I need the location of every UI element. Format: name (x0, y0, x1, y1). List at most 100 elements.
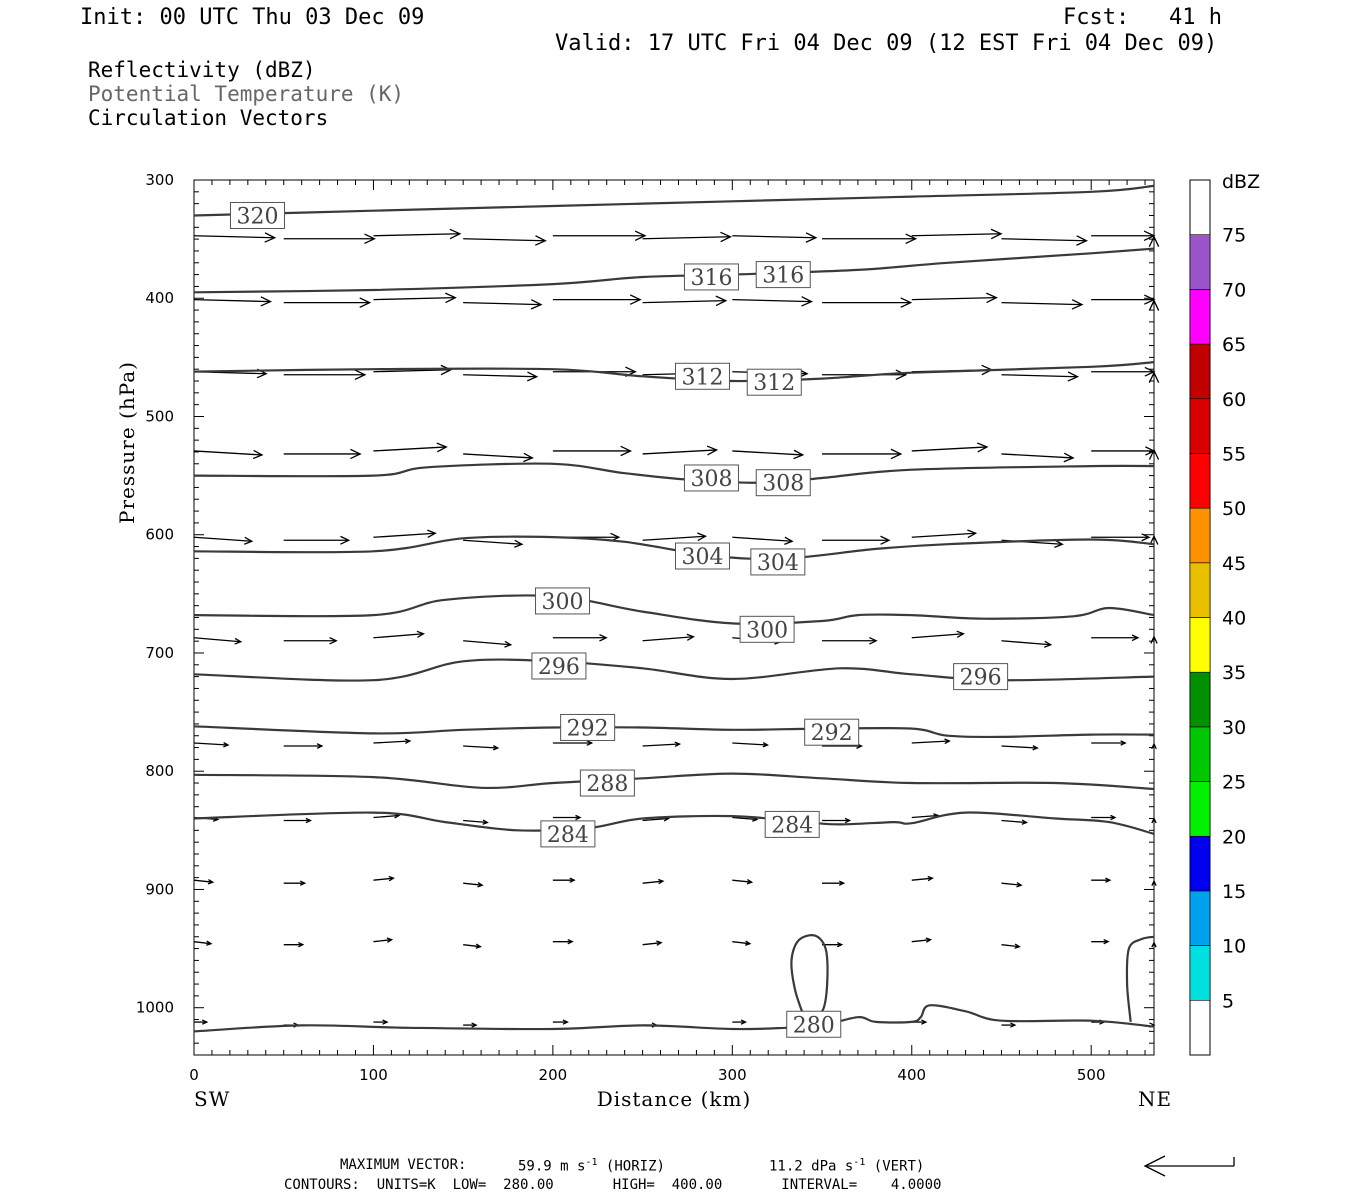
vector-shaft (373, 814, 399, 819)
x-end-label-ne: NE (1138, 1087, 1172, 1111)
vector-shaft (463, 745, 498, 749)
vector-head (404, 738, 412, 745)
vector-head (1032, 745, 1039, 751)
contour-label: 300 (746, 618, 788, 643)
contour-label: 284 (547, 823, 589, 848)
vector-shaft (642, 942, 662, 946)
vector-head (656, 940, 663, 946)
contour-label-box (786, 1010, 842, 1038)
contour-292 (193, 725, 1155, 739)
vector-shaft (642, 636, 694, 642)
vector-head (1063, 452, 1075, 463)
colorbar-label: 50 (1222, 498, 1246, 520)
vector-head (697, 532, 708, 542)
max-vert-exponent: -1 (853, 1157, 866, 1168)
vector-head (514, 539, 524, 548)
vector-shaft (911, 233, 1002, 237)
x-tick-label: 300 (718, 1066, 747, 1084)
vector-head (1067, 371, 1080, 382)
vector-shaft (193, 637, 241, 643)
vector-shaft (911, 939, 931, 943)
vector-shaft (732, 235, 816, 239)
contour-label-box (739, 615, 795, 643)
vector-head (492, 745, 500, 751)
y-tick-label: 900 (145, 880, 174, 898)
vector-head (530, 299, 543, 310)
contour-label: 288 (586, 772, 628, 797)
vector-head (905, 233, 918, 245)
contour-label: 312 (753, 371, 795, 396)
contour-label: 316 (762, 264, 804, 289)
max-horiz-exponent: -1 (585, 1157, 598, 1168)
colorbar-label: 45 (1222, 553, 1246, 575)
colorbar-band (1189, 671, 1211, 728)
vector-head (629, 294, 642, 305)
vector-shaft (193, 298, 271, 303)
vector-head (386, 937, 394, 943)
vector-shaft (732, 941, 750, 945)
colorbar-band (1189, 343, 1211, 400)
colorbar-label: 15 (1222, 881, 1246, 903)
vector-shaft (1001, 882, 1022, 886)
vector-head (1150, 635, 1158, 644)
contour-label: 320 (236, 204, 278, 229)
vector-head (504, 640, 513, 648)
colorbar-band (1189, 617, 1211, 673)
vector-shaft (732, 536, 793, 542)
x-tick-label: 0 (189, 1066, 199, 1084)
vector-shaft (911, 532, 976, 538)
vector-head (1151, 879, 1157, 886)
vector-shaft (463, 944, 481, 948)
contour-label-box (579, 769, 635, 797)
vector-shaft (193, 941, 212, 945)
y-tick-label: 400 (145, 289, 174, 307)
colorbar-label: 60 (1222, 389, 1246, 411)
vector-head (1148, 448, 1160, 460)
y-tick-label: 800 (145, 762, 174, 780)
vector-head (316, 743, 324, 749)
closed-contour-280 (1125, 935, 1155, 1023)
colorbar-label: 20 (1222, 826, 1246, 848)
vector-shaft (463, 539, 523, 545)
colorbar-label: 5 (1222, 990, 1234, 1012)
vector-head (223, 742, 230, 748)
vector-head (477, 882, 484, 888)
contour-label-box (535, 587, 591, 615)
contour-label-box (674, 542, 730, 570)
vector-head (471, 1022, 478, 1028)
colorbar-band (1189, 453, 1211, 509)
vector-head (927, 875, 934, 882)
vector-head (990, 228, 1003, 240)
vector-shaft (1001, 301, 1083, 306)
vector-head (244, 536, 254, 545)
contour-288 (193, 772, 1155, 791)
y-tick-label: 300 (145, 171, 174, 189)
contour-label: 312 (681, 365, 723, 390)
colorbar-band (1189, 835, 1211, 892)
contour-label-box (683, 263, 739, 291)
vector-head (299, 880, 307, 886)
contour-label-box (755, 469, 811, 497)
contour-label: 316 (690, 266, 732, 291)
vector-head (1071, 299, 1084, 310)
vector-head (260, 296, 273, 307)
contour-label-box (540, 820, 596, 848)
vector-head (746, 879, 754, 885)
colorbar-label: 30 (1222, 717, 1246, 739)
vector-shaft (373, 877, 394, 881)
vector-head (350, 448, 362, 460)
vector-head (1120, 740, 1127, 746)
y-tick-label: 500 (145, 407, 174, 425)
vector-shaft (463, 453, 533, 459)
vector-head (706, 445, 719, 456)
vector-head (305, 817, 312, 824)
vector-shaft (642, 236, 731, 240)
vector-head (562, 1019, 569, 1025)
vector-shaft (373, 633, 424, 639)
vector-head (976, 442, 989, 453)
vector-shaft (373, 296, 456, 301)
vector-head (586, 740, 594, 746)
vector-shaft (193, 450, 263, 456)
contour-label: 296 (960, 666, 1002, 691)
vector-head (686, 633, 695, 641)
